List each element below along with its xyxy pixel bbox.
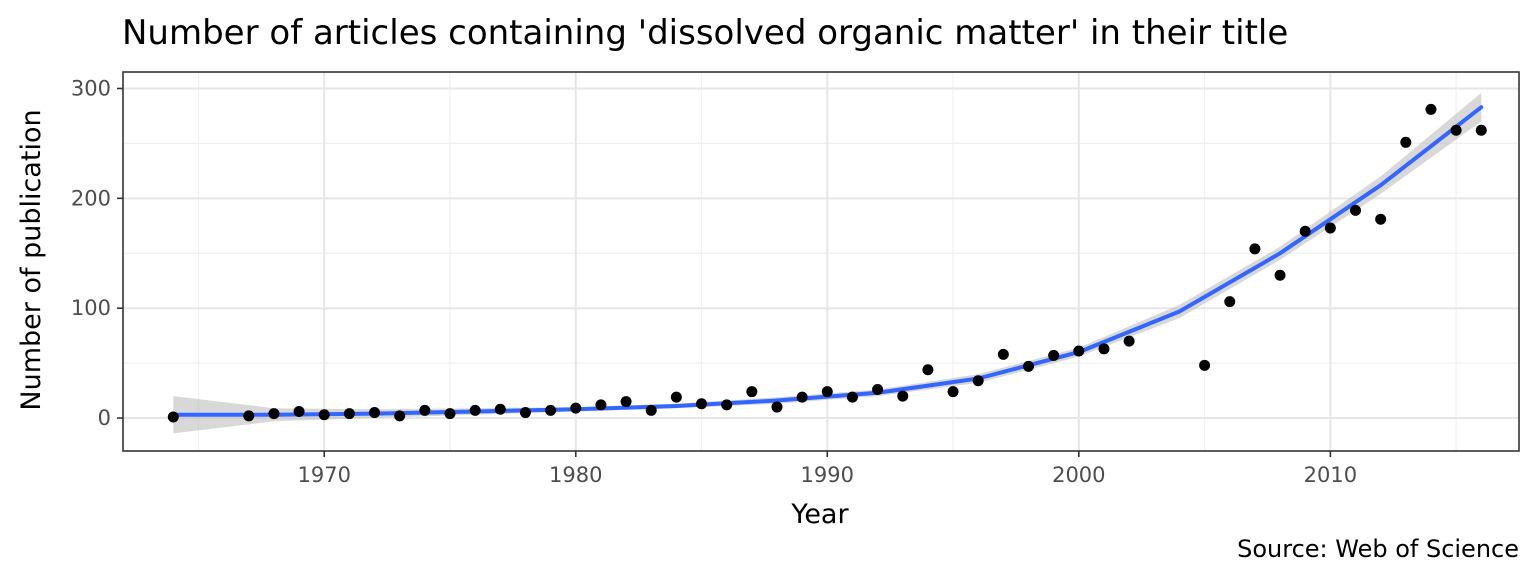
x-tick-label: 1970	[297, 463, 350, 487]
data-point	[771, 401, 783, 413]
data-point	[595, 399, 607, 411]
data-points	[167, 103, 1487, 423]
data-point	[1475, 124, 1487, 136]
x-axis-label: Year	[790, 499, 849, 530]
data-point	[670, 391, 682, 403]
data-point	[545, 404, 557, 416]
data-point	[922, 364, 934, 376]
data-point	[645, 404, 657, 416]
data-point	[369, 407, 381, 419]
source-caption: Source: Web of Science	[1237, 535, 1519, 563]
data-point	[318, 409, 330, 421]
x-axis-ticks: 1970 1980 1990 2000 2010	[297, 451, 1357, 487]
data-point	[1073, 345, 1085, 357]
data-point	[570, 402, 582, 414]
data-point	[1375, 213, 1387, 225]
data-point	[846, 391, 858, 403]
x-tick-label: 1990	[801, 463, 854, 487]
x-tick-label: 2010	[1304, 463, 1357, 487]
data-point	[997, 348, 1009, 360]
data-point	[419, 404, 431, 416]
data-point	[394, 410, 406, 422]
data-point	[746, 386, 758, 398]
data-point	[1098, 343, 1110, 355]
data-point	[1249, 243, 1261, 255]
chart-title: Number of articles containing 'dissolved…	[122, 13, 1288, 53]
data-point	[972, 375, 984, 387]
data-point	[1123, 335, 1135, 347]
data-point	[167, 411, 179, 423]
data-point	[1400, 136, 1412, 148]
data-point	[1324, 222, 1336, 234]
data-point	[897, 390, 909, 402]
data-point	[519, 407, 531, 419]
data-point	[494, 403, 506, 415]
data-point	[1450, 124, 1462, 136]
data-point	[343, 408, 355, 420]
plot-panel-border	[122, 71, 1520, 452]
data-point	[796, 391, 808, 403]
y-axis-label: Number of publication	[16, 109, 47, 410]
data-point	[1299, 225, 1311, 237]
data-point	[1274, 269, 1286, 281]
y-axis-ticks: 0 100 200 300	[71, 76, 123, 430]
data-point	[1023, 360, 1035, 372]
data-point	[696, 398, 708, 410]
data-point	[1224, 296, 1236, 308]
data-point	[1425, 103, 1437, 115]
data-point	[268, 408, 280, 420]
data-point	[1048, 349, 1060, 361]
data-point	[469, 404, 481, 416]
data-point	[947, 386, 959, 398]
y-tick-label: 200	[71, 186, 111, 210]
data-point	[872, 383, 884, 395]
data-point	[444, 408, 456, 420]
x-tick-label: 1980	[549, 463, 602, 487]
data-point	[293, 405, 305, 417]
data-point	[1350, 204, 1362, 216]
x-tick-label: 2000	[1052, 463, 1105, 487]
y-tick-label: 100	[71, 296, 111, 320]
y-tick-label: 300	[71, 76, 111, 100]
data-point	[243, 410, 255, 422]
data-point	[1199, 359, 1211, 371]
data-point	[821, 386, 833, 398]
y-tick-label: 0	[98, 406, 111, 430]
data-point	[620, 396, 632, 408]
data-point	[721, 399, 733, 411]
